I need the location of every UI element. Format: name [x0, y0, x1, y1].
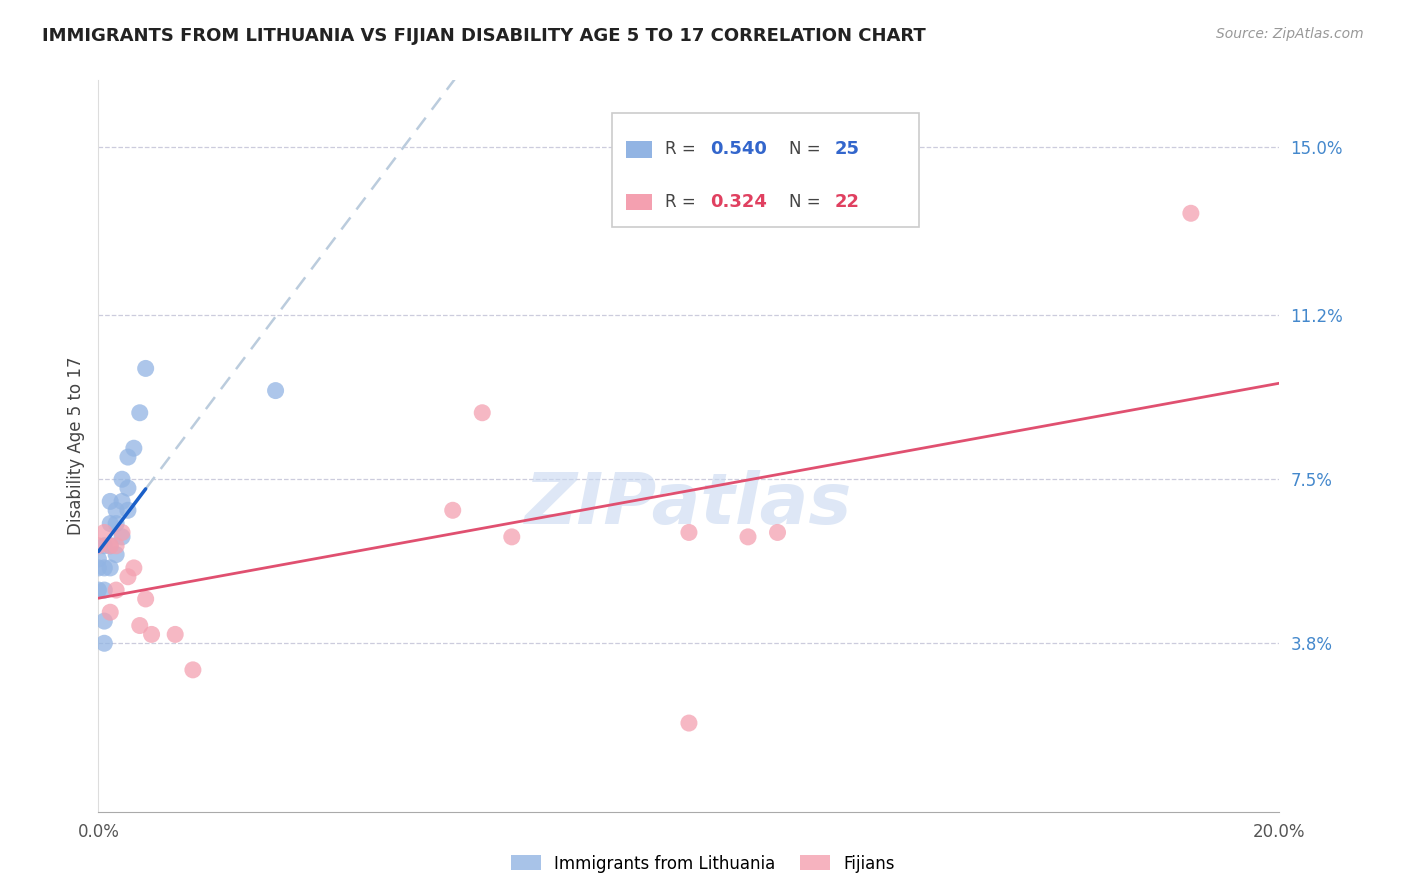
Text: N =: N =: [789, 140, 827, 159]
Point: [93, 614, 115, 628]
Text: Source: ZipAtlas.com: Source: ZipAtlas.com: [1216, 27, 1364, 41]
Point: [87, 539, 110, 553]
Point: [141, 627, 163, 641]
Point: [105, 548, 128, 562]
Point: [93, 583, 115, 598]
Point: [105, 516, 128, 531]
Text: ZIPatlas: ZIPatlas: [526, 470, 852, 539]
Point: [93, 561, 115, 575]
Point: [122, 561, 145, 575]
Point: [128, 618, 150, 632]
Point: [181, 663, 204, 677]
Point: [98, 539, 121, 553]
Point: [105, 539, 128, 553]
Point: [111, 472, 134, 486]
Point: [105, 583, 128, 598]
Point: [117, 450, 139, 464]
FancyBboxPatch shape: [626, 194, 652, 210]
Point: [111, 494, 134, 508]
Point: [471, 406, 494, 420]
FancyBboxPatch shape: [612, 113, 920, 227]
Point: [135, 361, 157, 376]
Point: [98, 516, 121, 531]
Point: [87, 583, 110, 598]
Point: [87, 552, 110, 566]
Point: [766, 525, 789, 540]
Point: [264, 384, 287, 398]
Point: [737, 530, 759, 544]
Text: IMMIGRANTS FROM LITHUANIA VS FIJIAN DISABILITY AGE 5 TO 17 CORRELATION CHART: IMMIGRANTS FROM LITHUANIA VS FIJIAN DISA…: [42, 27, 927, 45]
Point: [98, 561, 121, 575]
Point: [93, 636, 115, 650]
Point: [678, 716, 700, 731]
Point: [98, 494, 121, 508]
Text: 0.324: 0.324: [710, 193, 768, 211]
Point: [441, 503, 464, 517]
Point: [93, 525, 115, 540]
Point: [117, 570, 139, 584]
FancyBboxPatch shape: [626, 142, 652, 158]
Legend: Immigrants from Lithuania, Fijians: Immigrants from Lithuania, Fijians: [505, 848, 901, 880]
Text: 0.540: 0.540: [710, 140, 768, 159]
Point: [87, 561, 110, 575]
Point: [128, 406, 150, 420]
Point: [122, 441, 145, 455]
Point: [105, 503, 128, 517]
Point: [165, 627, 187, 641]
Point: [98, 605, 121, 619]
Point: [98, 539, 121, 553]
Point: [1180, 206, 1202, 220]
Point: [117, 481, 139, 495]
Point: [135, 591, 157, 606]
Text: R =: R =: [665, 193, 702, 211]
Point: [111, 530, 134, 544]
Point: [678, 525, 700, 540]
Point: [501, 530, 523, 544]
Text: 22: 22: [834, 193, 859, 211]
Text: R =: R =: [665, 140, 702, 159]
Text: N =: N =: [789, 193, 827, 211]
Point: [93, 539, 115, 553]
Point: [111, 525, 134, 540]
Text: 25: 25: [834, 140, 859, 159]
Y-axis label: Disability Age 5 to 17: Disability Age 5 to 17: [66, 357, 84, 535]
Point: [117, 503, 139, 517]
